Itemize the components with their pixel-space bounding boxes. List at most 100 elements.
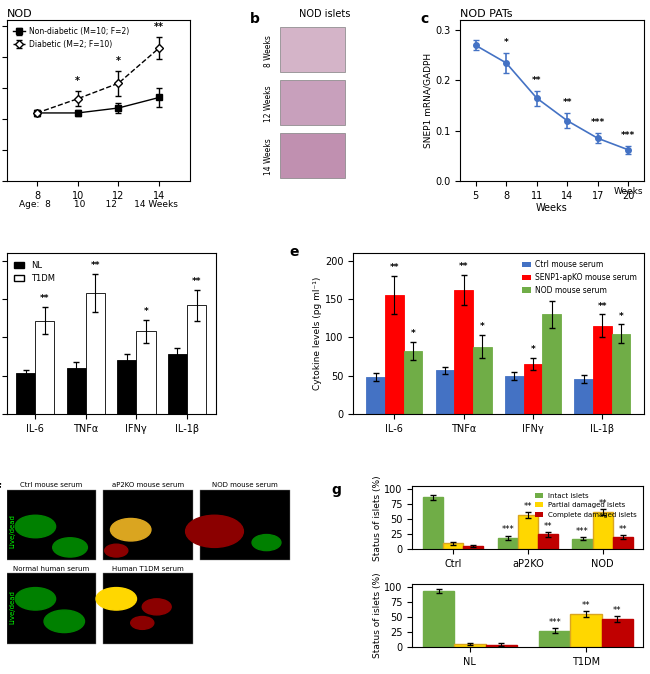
Text: b: b: [250, 12, 260, 26]
Text: Live/dead: Live/dead: [9, 514, 16, 548]
FancyBboxPatch shape: [6, 489, 96, 560]
Bar: [593, 326, 612, 414]
Text: **: **: [459, 262, 469, 271]
Bar: [612, 334, 630, 414]
Bar: [463, 546, 484, 549]
Text: **: **: [524, 502, 532, 511]
Bar: [570, 614, 602, 647]
Circle shape: [105, 544, 128, 557]
Circle shape: [111, 518, 151, 541]
Text: **: **: [599, 499, 607, 508]
Bar: [505, 375, 523, 414]
Legend: Ctrl mouse serum, SENP1-apKO mouse serum, NOD mouse serum: Ctrl mouse serum, SENP1-apKO mouse serum…: [519, 257, 640, 298]
Text: e: e: [289, 245, 298, 259]
Bar: [454, 290, 473, 414]
Bar: [168, 355, 187, 414]
Text: *: *: [619, 311, 623, 321]
Circle shape: [142, 599, 171, 615]
Text: Weeks: Weeks: [614, 187, 644, 196]
Bar: [523, 364, 542, 414]
FancyBboxPatch shape: [103, 573, 193, 644]
Text: **: **: [562, 98, 572, 107]
X-axis label: Age:  8        10       12      14 Weeks: Age: 8 10 12 14 Weeks: [19, 200, 177, 209]
Bar: [486, 644, 517, 647]
Bar: [86, 293, 105, 414]
Text: **: **: [154, 22, 164, 32]
Text: f: f: [0, 483, 1, 497]
Text: ***: ***: [576, 526, 589, 536]
Text: *: *: [116, 56, 121, 66]
Bar: [613, 537, 633, 549]
Bar: [539, 631, 570, 647]
Text: *: *: [480, 322, 485, 332]
Bar: [574, 379, 593, 414]
FancyBboxPatch shape: [103, 489, 193, 560]
Text: Ctrl mouse serum: Ctrl mouse serum: [20, 482, 83, 488]
Text: ***: ***: [501, 525, 514, 534]
Text: ***: ***: [621, 131, 635, 140]
Circle shape: [131, 617, 154, 630]
Text: *: *: [144, 307, 148, 316]
Circle shape: [44, 610, 84, 633]
Text: Human T1DM serum: Human T1DM serum: [112, 565, 184, 572]
Text: **: **: [532, 75, 541, 84]
Legend: NL, T1DM: NL, T1DM: [10, 257, 58, 286]
Bar: [187, 305, 206, 414]
Bar: [117, 361, 136, 414]
Circle shape: [96, 588, 136, 610]
Text: ***: ***: [548, 618, 561, 627]
Bar: [573, 539, 593, 549]
Title: NOD islets: NOD islets: [299, 9, 351, 20]
Text: aP2KO mouse serum: aP2KO mouse serum: [112, 482, 184, 488]
Text: **: **: [192, 277, 202, 286]
Bar: [602, 619, 633, 647]
Text: NOD: NOD: [6, 9, 32, 20]
Text: NOD mouse serum: NOD mouse serum: [212, 482, 278, 488]
Bar: [473, 346, 491, 414]
Bar: [385, 295, 404, 414]
Text: *: *: [411, 329, 415, 338]
Circle shape: [53, 538, 87, 557]
FancyBboxPatch shape: [6, 573, 96, 644]
Bar: [454, 644, 486, 647]
Text: NOD PATs: NOD PATs: [460, 9, 513, 20]
Text: 8 Weeks: 8 Weeks: [264, 35, 273, 67]
Text: **: **: [582, 601, 590, 610]
Y-axis label: Cytokine levels (pg ml⁻¹): Cytokine levels (pg ml⁻¹): [313, 277, 322, 390]
Text: **: **: [389, 264, 399, 272]
Text: 14 Weeks: 14 Weeks: [264, 138, 273, 175]
Text: **: **: [90, 261, 100, 270]
Bar: [35, 321, 55, 414]
Bar: [404, 351, 422, 414]
Bar: [366, 377, 385, 414]
Text: 12 Weeks: 12 Weeks: [264, 86, 273, 122]
Bar: [423, 591, 454, 647]
Text: **: **: [619, 525, 627, 534]
Circle shape: [15, 588, 56, 610]
Bar: [16, 373, 35, 414]
Bar: [518, 515, 538, 549]
Y-axis label: Status of islets (%): Status of islets (%): [372, 475, 382, 561]
Text: Live/dead: Live/dead: [9, 590, 16, 624]
Text: **: **: [597, 302, 607, 311]
Bar: [436, 371, 454, 414]
Circle shape: [15, 515, 56, 538]
Text: *: *: [504, 38, 508, 47]
Circle shape: [252, 534, 281, 551]
Legend: Non-diabetic (M=10; F=2), Diabetic (M=2; F=10): Non-diabetic (M=10; F=2), Diabetic (M=2;…: [10, 24, 132, 52]
Bar: [423, 497, 443, 549]
Text: *: *: [75, 76, 80, 86]
Circle shape: [186, 515, 243, 547]
X-axis label: Weeks: Weeks: [536, 204, 568, 214]
Text: **: **: [613, 606, 621, 615]
Text: Normal human serum: Normal human serum: [13, 565, 90, 572]
Text: c: c: [420, 12, 428, 26]
Text: **: **: [544, 522, 552, 530]
Bar: [542, 315, 561, 414]
Text: **: **: [40, 294, 49, 303]
FancyBboxPatch shape: [280, 80, 345, 125]
FancyBboxPatch shape: [280, 133, 345, 178]
Text: g: g: [332, 483, 341, 497]
Bar: [66, 368, 86, 414]
Y-axis label: Status of islets (%): Status of islets (%): [372, 573, 382, 658]
